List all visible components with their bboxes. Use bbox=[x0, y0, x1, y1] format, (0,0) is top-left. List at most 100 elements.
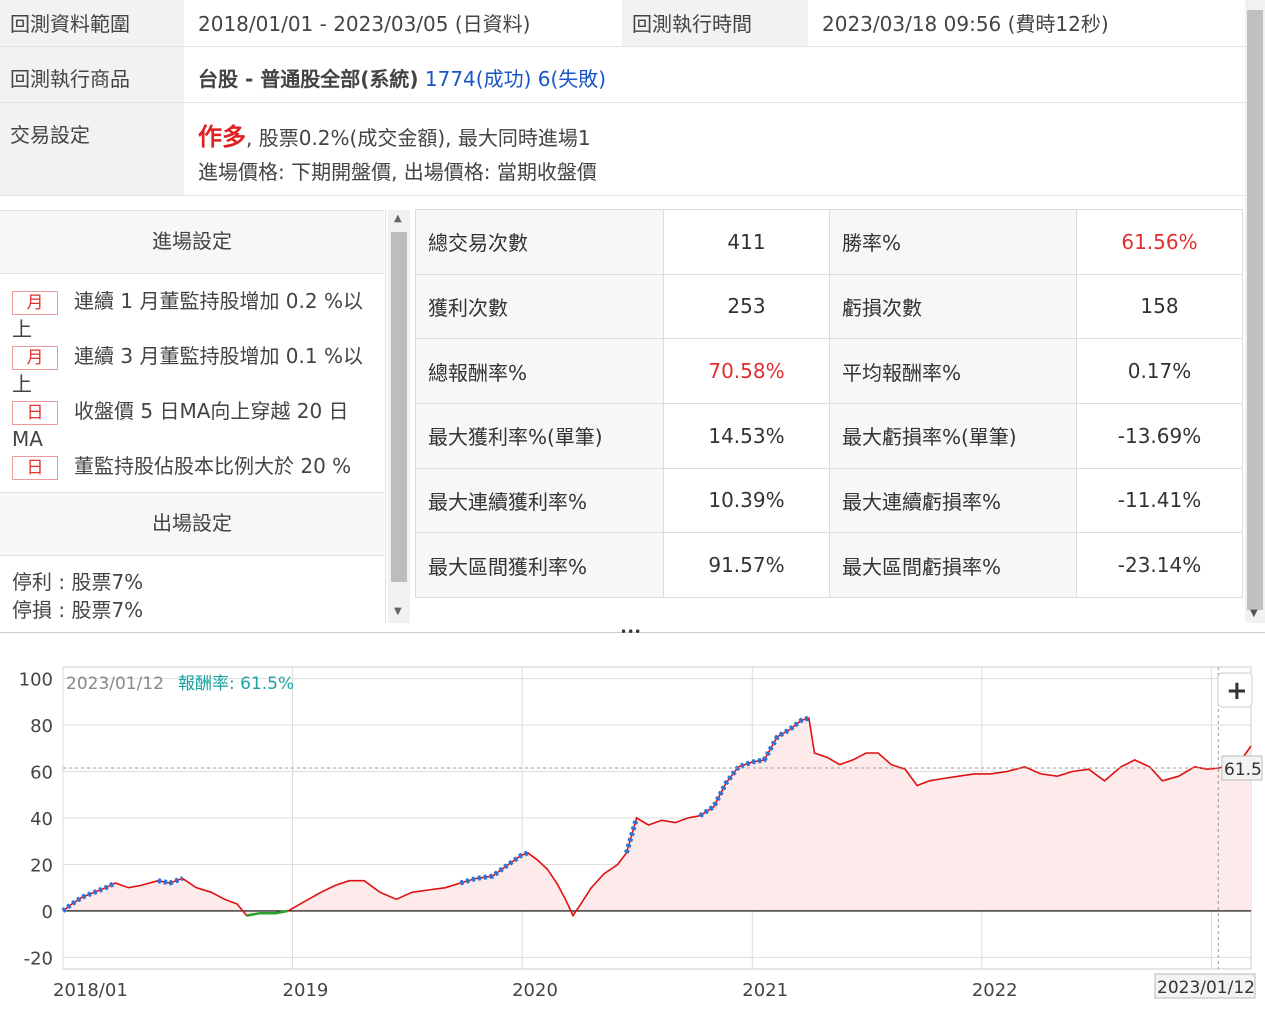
return-chart: 100 80 60 40 20 0 -20 2018/01 2019 2020 2021 2022 20… bbox=[0, 645, 1265, 1007]
success-count-link[interactable]: 1774(成功) bbox=[424, 67, 532, 91]
stat-value: -11.41% bbox=[1076, 467, 1243, 534]
stats-row: 最大連續獲利率% 10.39% 最大連續虧損率% -11.41% bbox=[415, 467, 1243, 534]
page-scrollbar-thumb[interactable] bbox=[1247, 10, 1263, 610]
info-row-trade: 交易設定 作多, 股票0.2%(成交金額), 最大同時進場1 進場價格: 下期開… bbox=[0, 103, 1245, 196]
info-row-range: 回測資料範圍 2018/01/01 - 2023/03/05 (日資料) 回測執… bbox=[0, 0, 1245, 47]
scroll-down-arrow-icon[interactable]: ▼ bbox=[394, 606, 402, 617]
stat-value: 10.39% bbox=[663, 467, 830, 534]
trade-label: 交易設定 bbox=[0, 103, 184, 195]
tooltip-date: 2023/01/12 bbox=[66, 674, 164, 694]
stat-value: -23.14% bbox=[1076, 532, 1243, 598]
period-tag: 月 bbox=[12, 345, 58, 370]
exit-settings-header: 出場設定 bbox=[0, 492, 384, 556]
period-tag: 月 bbox=[12, 290, 58, 315]
x-tick-label: 2021 bbox=[742, 980, 788, 1001]
stat-label: 最大獲利率%(單筆) bbox=[415, 402, 664, 469]
stat-label: 獲利次數 bbox=[415, 273, 664, 340]
stats-row: 獲利次數 253 虧損次數 158 bbox=[415, 273, 1243, 340]
exec-time-value: 2023/03/18 09:56 (費時12秒) bbox=[822, 12, 1109, 36]
new-high-segment bbox=[459, 850, 529, 886]
entry-settings-header: 進場設定 bbox=[0, 210, 384, 274]
page-scrollbar[interactable]: ▼ bbox=[1245, 0, 1265, 623]
stat-label: 最大連續獲利率% bbox=[415, 467, 664, 534]
exec-time-label: 回測執行時間 bbox=[622, 0, 808, 46]
stat-value: 61.56% bbox=[1076, 209, 1243, 275]
stat-value: 14.53% bbox=[663, 402, 830, 469]
stat-value: 411 bbox=[663, 209, 830, 275]
new-high-segment bbox=[698, 715, 810, 818]
stat-label: 最大區間獲利率% bbox=[415, 532, 664, 598]
settings-scrollbar-thumb[interactable] bbox=[391, 232, 407, 582]
drawdown-segment bbox=[246, 909, 289, 917]
stat-value: 253 bbox=[663, 273, 830, 340]
settings-panel: 進場設定 月連續 1 月董監持股增加 0.2 %以上 月連續 3 月董監持股增加… bbox=[0, 210, 386, 623]
info-row-product: 回測執行商品 台股 - 普通股全部(系統) 1774(成功) 6(失敗) bbox=[0, 47, 1245, 103]
x-tick-label: 2022 bbox=[972, 980, 1018, 1001]
y-tick-label: 80 bbox=[30, 716, 53, 737]
period-tag: 日 bbox=[12, 455, 58, 480]
new-high-segment bbox=[157, 876, 184, 886]
stats-row: 總交易次數 411 勝率% 61.56% bbox=[415, 209, 1243, 275]
stat-label: 總交易次數 bbox=[415, 209, 664, 275]
y-tick-label: 100 bbox=[19, 670, 53, 691]
crosshair-date-box bbox=[1154, 973, 1256, 999]
stats-row: 最大獲利率%(單筆) 14.53% 最大虧損率%(單筆) -13.69% bbox=[415, 402, 1243, 469]
drag-handle-icon[interactable]: ••• bbox=[620, 625, 642, 639]
x-tick-label: 2018/01 bbox=[53, 980, 128, 1001]
x-tick-label: 2019 bbox=[283, 980, 329, 1001]
trade-detail: , 股票0.2%(成交金額), 最大同時進場1 bbox=[246, 126, 591, 150]
y-tick-label: -20 bbox=[24, 948, 53, 969]
y-tick-label: 40 bbox=[30, 809, 53, 830]
product-label: 回測執行商品 bbox=[0, 47, 184, 102]
product-value-line: 台股 - 普通股全部(系統) 1774(成功) 6(失敗) bbox=[198, 63, 606, 92]
y-tick-label: 60 bbox=[30, 763, 53, 784]
entry-condition-3: 日收盤價 5 日MA向上穿越 20 日MA bbox=[12, 397, 372, 453]
stats-table: 總交易次數 411 勝率% 61.56% 獲利次數 253 虧損次數 158 總報酬率% 70.5… bbox=[415, 209, 1243, 598]
stat-label: 最大虧損率%(單筆) bbox=[829, 402, 1077, 469]
period-tag: 日 bbox=[12, 400, 58, 425]
scroll-down-arrow-icon[interactable]: ▼ bbox=[1250, 608, 1258, 619]
stat-value: 0.17% bbox=[1076, 338, 1243, 404]
crosshair-value-label: 61.5 bbox=[1224, 760, 1262, 780]
fail-count-link[interactable]: 6(失敗) bbox=[537, 67, 607, 91]
entry-condition-1: 月連續 1 月董監持股增加 0.2 %以上 bbox=[12, 287, 372, 343]
take-profit: 停利 : 股票7% bbox=[12, 570, 144, 594]
pane-divider[interactable]: ••• bbox=[0, 625, 1265, 642]
stat-value: 70.58% bbox=[663, 338, 830, 404]
new-high-segment bbox=[624, 817, 640, 854]
stat-label: 最大連續虧損率% bbox=[829, 467, 1077, 534]
condition-text: 連續 1 月董監持股增加 0.2 %以上 bbox=[12, 289, 363, 341]
y-tick-label: 20 bbox=[30, 855, 53, 876]
entry-condition-4: 日董監持股佔股本比例大於 20 % bbox=[12, 452, 372, 480]
stat-label: 虧損次數 bbox=[829, 273, 1077, 340]
return-area bbox=[63, 718, 1251, 916]
stat-label: 平均報酬率% bbox=[829, 338, 1077, 404]
trade-direction: 作多 bbox=[198, 123, 246, 151]
tooltip-return: 報酬率: 61.5% bbox=[178, 674, 294, 694]
range-value: 2018/01/01 - 2023/03/05 (日資料) bbox=[198, 12, 531, 36]
condition-text: 董監持股佔股本比例大於 20 % bbox=[74, 454, 352, 478]
scroll-up-arrow-icon[interactable]: ▲ bbox=[394, 213, 402, 224]
product-value: 台股 - 普通股全部(系統) bbox=[198, 67, 419, 91]
zoom-in-button[interactable] bbox=[1217, 672, 1253, 708]
backtest-info: 回測資料範圍 2018/01/01 - 2023/03/05 (日資料) 回測執… bbox=[0, 0, 1245, 196]
stat-value: 91.57% bbox=[663, 532, 830, 598]
stop-loss: 停損 : 股票7% bbox=[12, 598, 144, 622]
stat-label: 總報酬率% bbox=[415, 338, 664, 404]
stats-row: 總報酬率% 70.58% 平均報酬率% 0.17% bbox=[415, 338, 1243, 404]
x-tick-label: 2020 bbox=[512, 980, 558, 1001]
plus-icon: + bbox=[1226, 676, 1248, 706]
settings-scrollbar[interactable]: ▲ ▼ bbox=[388, 210, 410, 623]
price-detail: 進場價格: 下期開盤價, 出場價格: 當期收盤價 bbox=[198, 160, 597, 184]
crosshair-value-box bbox=[1221, 755, 1263, 781]
condition-text: 連續 3 月董監持股增加 0.1 %以上 bbox=[12, 344, 363, 396]
entry-condition-2: 月連續 3 月董監持股增加 0.1 %以上 bbox=[12, 342, 372, 398]
stat-value: 158 bbox=[1076, 273, 1243, 340]
stat-label: 勝率% bbox=[829, 209, 1077, 275]
trade-settings-line: 作多, 股票0.2%(成交金額), 最大同時進場1 bbox=[198, 117, 591, 152]
stat-label: 最大區間虧損率% bbox=[829, 532, 1077, 598]
stats-row: 最大區間獲利率% 91.57% 最大區間虧損率% -23.14% bbox=[415, 532, 1243, 598]
y-tick-label: 0 bbox=[42, 902, 53, 923]
crosshair-date-label: 2023/01/12 bbox=[1157, 978, 1255, 998]
